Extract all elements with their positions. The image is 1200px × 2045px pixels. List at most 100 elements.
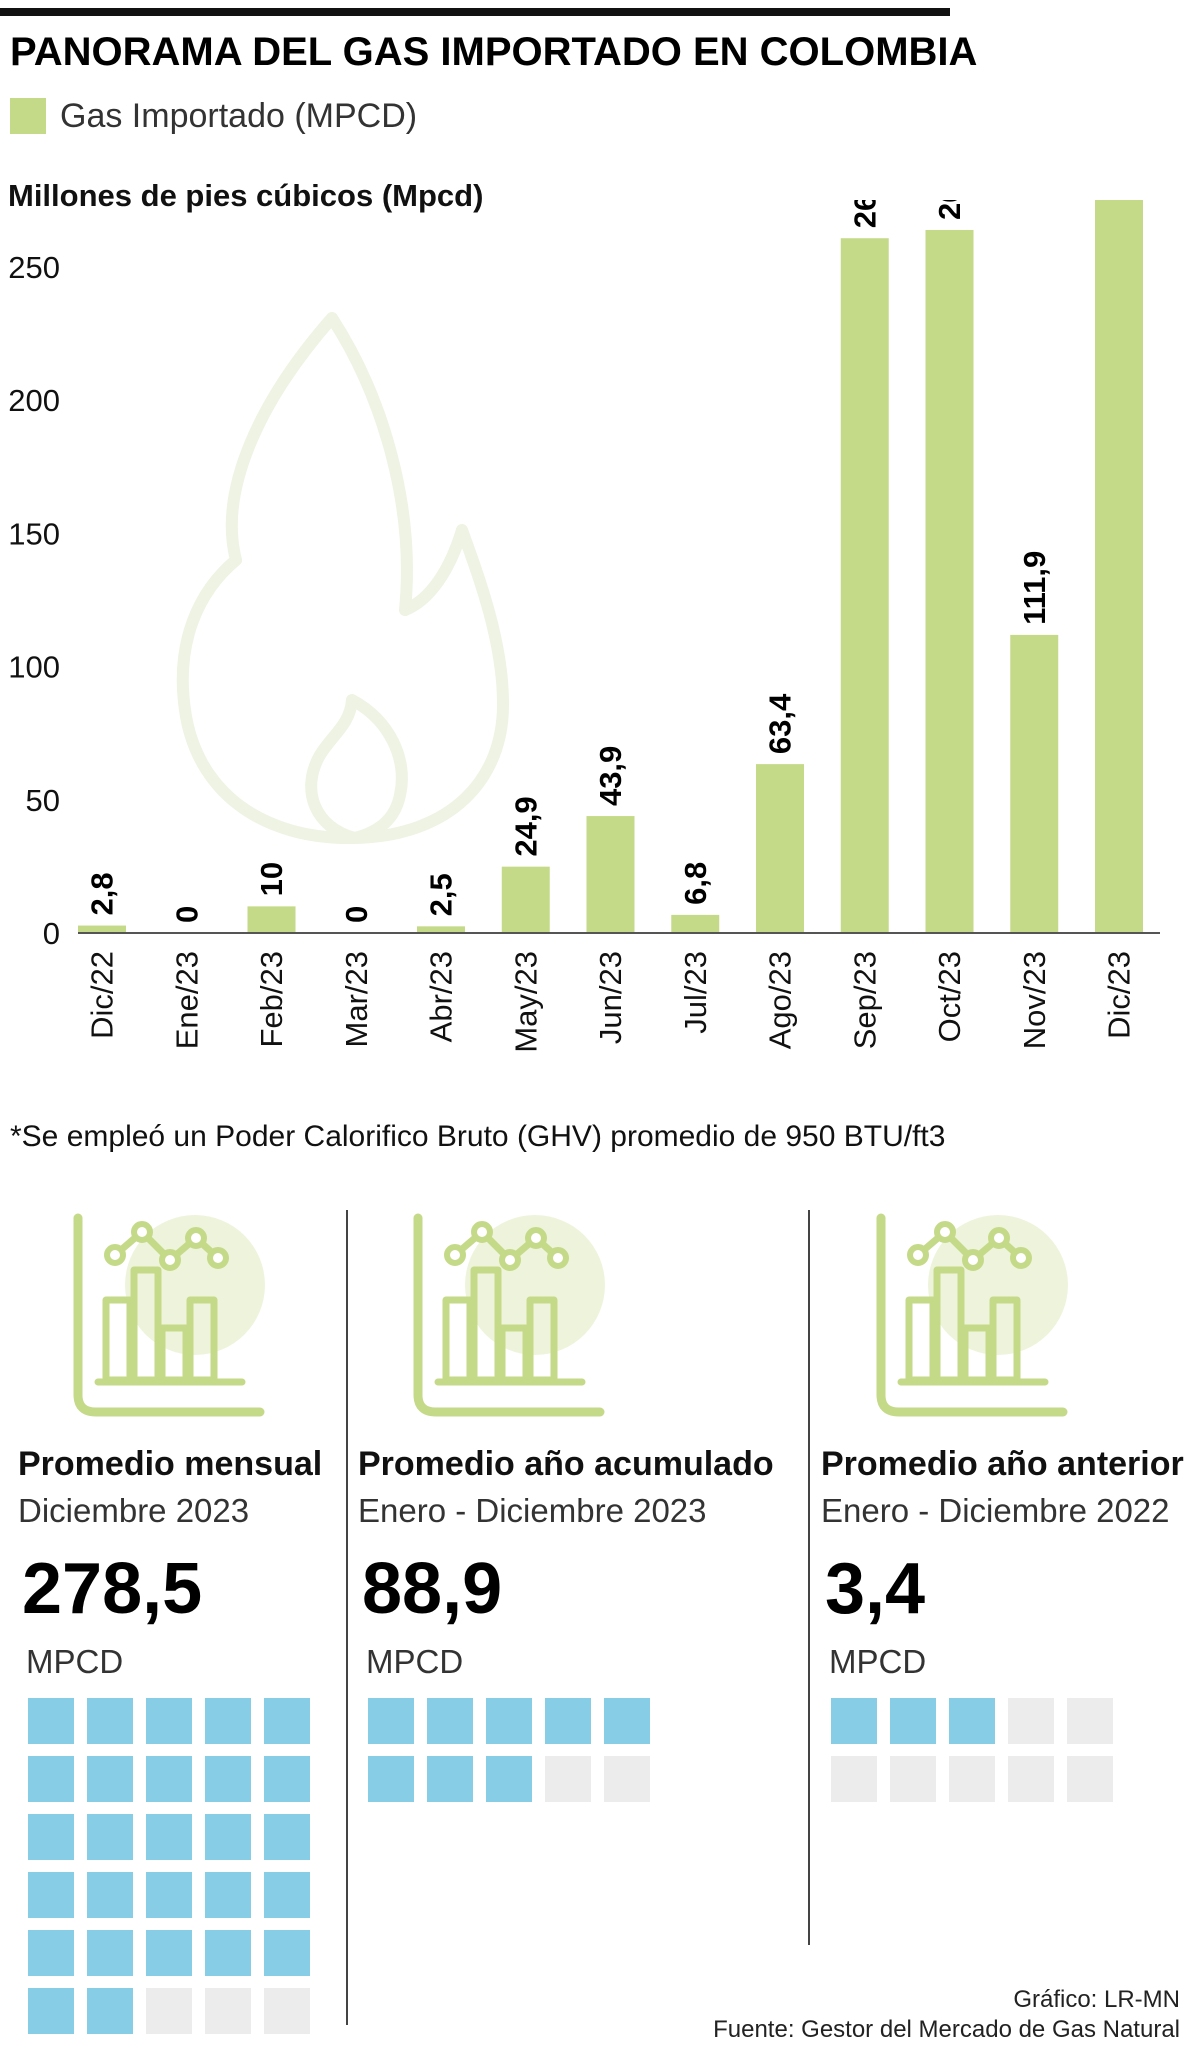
y-tick-label: 50 [26, 783, 60, 818]
waffle-cell-filled [28, 1988, 74, 2034]
bar-value-label: 0 [339, 906, 374, 923]
bar-value-label: 10 [254, 862, 289, 896]
waffle-cell-filled [890, 1698, 936, 1744]
credits: Gráfico: LR-MN Fuente: Gestor del Mercad… [713, 1985, 1180, 2045]
waffle-cell-filled [264, 1756, 310, 1802]
waffle-cell-filled [368, 1698, 414, 1744]
waffle-cell-filled [87, 1814, 133, 1860]
waffle-cell-filled [368, 1756, 414, 1802]
x-axis: Dic/22 Ene/23 Feb/23 Mar/23 Abr/23 May/23 Jun/… [78, 932, 1160, 1053]
stat-title: Promedio mensual [18, 1445, 323, 1483]
waffle-cell-filled [87, 1988, 133, 2034]
waffle-cell-empty [604, 1756, 650, 1802]
x-tick-label: Dic/22 [85, 951, 120, 1039]
bar [840, 238, 889, 933]
y-axis-title: Millones de pies cúbicos (Mpcd) [8, 178, 484, 213]
waffle-cell-empty [545, 1756, 591, 1802]
waffle-cell-empty [949, 1756, 995, 1802]
stat-subtitle: Enero - Diciembre 2022 [821, 1492, 1170, 1529]
x-tick-label: Feb/23 [254, 951, 289, 1048]
waffle-cell-empty [1008, 1756, 1054, 1802]
waffle-chart [28, 1698, 310, 2034]
bar [247, 906, 296, 933]
y-tick-label: 150 [8, 516, 60, 551]
source-credit: Fuente: Gestor del Mercado de Gas Natura… [713, 2016, 1180, 2043]
y-tick-label: 250 [8, 250, 60, 285]
stat-value: 3,4 [825, 1549, 926, 1629]
waffle-cell-empty [205, 1988, 251, 2034]
waffle-cell-filled [28, 1814, 74, 1860]
bar [417, 926, 465, 933]
bar-value-label: 260,8 [847, 200, 882, 228]
bar [78, 925, 126, 933]
bar [501, 866, 550, 933]
waffle-cell-filled [205, 1930, 251, 1976]
x-tick-label: Oct/23 [932, 951, 967, 1042]
bar [671, 914, 720, 933]
bar [925, 229, 974, 933]
x-tick-label: Abr/23 [424, 951, 459, 1042]
column-divider [346, 1210, 348, 2025]
bar-value-label: 6,8 [678, 862, 713, 905]
legend: Gas Importado (MPCD) [10, 96, 417, 136]
x-tick-label: Ago/23 [763, 951, 798, 1049]
waffle-cell-filled [264, 1930, 310, 1976]
bar-value-label: 24,9 [508, 796, 543, 856]
stat-title: Promedio año anterior [821, 1445, 1184, 1483]
stat-value: 88,9 [362, 1549, 503, 1629]
waffle-cell-empty [890, 1756, 936, 1802]
chart-icon [876, 1213, 1068, 1417]
stat-unit: MPCD [366, 1643, 464, 1680]
bar-labels: 2,8 0 10 0 2,5 24,9 43,9 6,8 63,4 260,8 263,9 111,9… [85, 200, 1052, 923]
bar [586, 816, 635, 933]
bars [78, 200, 1143, 934]
waffle-cell-filled [146, 1930, 192, 1976]
stat-title: Promedio año acumulado [358, 1445, 774, 1483]
waffle-cell-filled [146, 1756, 192, 1802]
x-tick-label: Sep/23 [847, 951, 882, 1049]
waffle-cell-filled [28, 1930, 74, 1976]
top-rule [0, 8, 950, 16]
legend-swatch [10, 98, 46, 134]
legend-label: Gas Importado (MPCD) [60, 96, 418, 135]
waffle-cell-filled [28, 1698, 74, 1744]
waffle-cell-filled [28, 1756, 74, 1802]
waffle-cell-empty [1008, 1698, 1054, 1744]
y-axis: 0 50 100 150 200 250 [8, 250, 60, 951]
stat-subtitle: Diciembre 2023 [18, 1492, 250, 1529]
waffle-cell-filled [205, 1756, 251, 1802]
waffle-cell-filled [264, 1872, 310, 1918]
waffle-cell-filled [205, 1872, 251, 1918]
flame-icon [176, 312, 510, 845]
bar-value-label: 2,5 [424, 873, 459, 916]
bar [756, 764, 804, 933]
x-tick-label: Nov/23 [1017, 951, 1052, 1049]
waffle-cell-filled [87, 1698, 133, 1744]
chart-icon [73, 1213, 265, 1417]
x-tick-label: Dic/23 [1102, 951, 1137, 1039]
bar [1010, 634, 1059, 933]
waffle-cell-empty [146, 1988, 192, 2034]
stat-unit: MPCD [26, 1643, 124, 1680]
waffle-chart [831, 1698, 1113, 1802]
waffle-cell-filled [486, 1698, 532, 1744]
bar-value-label: 111,9 [1017, 551, 1052, 625]
waffle-cell-filled [205, 1814, 251, 1860]
waffle-cell-filled [949, 1698, 995, 1744]
chart-title: PANORAMA DEL GAS IMPORTADO EN COLOMBIA [10, 30, 978, 74]
bar [1095, 200, 1143, 934]
waffle-cell-filled [87, 1930, 133, 1976]
waffle-cell-filled [604, 1698, 650, 1744]
waffle-cell-filled [146, 1872, 192, 1918]
y-tick-label: 100 [8, 650, 60, 685]
waffle-cell-filled [831, 1698, 877, 1744]
graphic-credit: Gráfico: LR-MN [1013, 1986, 1180, 2013]
waffle-cell-filled [545, 1698, 591, 1744]
x-tick-label: Jul/23 [678, 951, 713, 1034]
waffle-cell-filled [87, 1756, 133, 1802]
x-tick-label: Jun/23 [593, 951, 628, 1044]
waffle-cell-filled [264, 1814, 310, 1860]
waffle-cell-filled [205, 1698, 251, 1744]
chart-icon [413, 1213, 605, 1417]
